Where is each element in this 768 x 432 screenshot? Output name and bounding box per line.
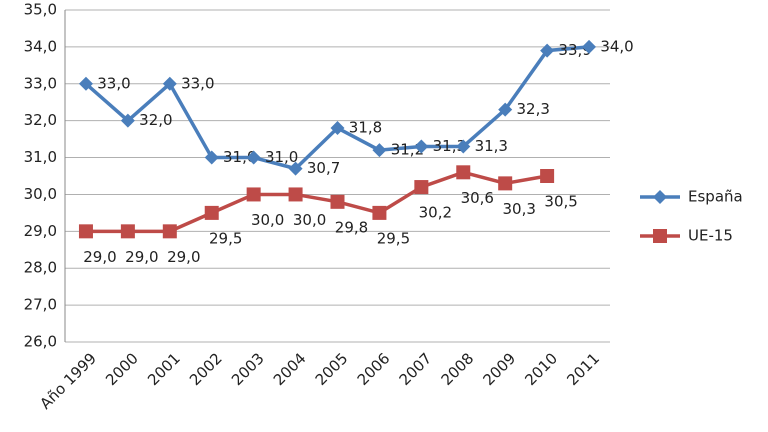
- point: [456, 139, 471, 154]
- point: [288, 187, 303, 202]
- point: [246, 187, 261, 202]
- value-label: 33,0: [181, 74, 214, 92]
- y-tick-label: 31,0: [24, 148, 57, 166]
- point: [330, 194, 345, 209]
- series-line: [84, 45, 590, 171]
- value-label: 31,8: [349, 119, 382, 137]
- value-label: 29,0: [125, 248, 158, 266]
- point: [540, 169, 555, 183]
- x-tick-label: 2010: [521, 349, 561, 389]
- point: [372, 143, 387, 158]
- point: [204, 150, 219, 165]
- y-tick-label: 33,0: [24, 74, 57, 92]
- value-label: 30,3: [502, 200, 535, 218]
- x-tick-label: 2006: [354, 349, 394, 389]
- y-tick-label: 28,0: [24, 259, 57, 277]
- x-tick-label: 2004: [270, 349, 310, 389]
- point: [372, 205, 387, 220]
- value-label: 32,3: [516, 100, 549, 118]
- point: [120, 113, 135, 128]
- value-label: 29,5: [209, 229, 242, 247]
- value-label: 29,5: [377, 229, 410, 247]
- x-tick-label: 2011: [563, 349, 603, 389]
- value-label: 29,0: [83, 248, 116, 266]
- point: [414, 139, 429, 154]
- y-tick-label: 27,0: [24, 296, 57, 314]
- x-tick-label: 2009: [479, 349, 519, 389]
- y-tick-label: 32,0: [24, 111, 57, 129]
- value-label: 30,6: [461, 189, 494, 207]
- point: [582, 39, 597, 54]
- value-label: 30,0: [251, 211, 284, 229]
- value-label: 31,3: [475, 137, 508, 155]
- value-label: 33,0: [97, 74, 130, 92]
- x-tick-label: 2002: [186, 349, 226, 389]
- point: [456, 165, 471, 180]
- value-label: 30,7: [307, 159, 340, 177]
- legend-label: España: [688, 188, 743, 206]
- point: [498, 176, 513, 191]
- point: [288, 161, 303, 176]
- x-tick-label: 2008: [438, 349, 478, 389]
- value-label: 30,5: [544, 193, 577, 211]
- value-label: 31,0: [265, 148, 298, 166]
- y-tick-label: 35,0: [24, 1, 57, 19]
- value-label: 30,0: [293, 211, 326, 229]
- point: [78, 224, 93, 239]
- point: [498, 102, 513, 117]
- value-label: 32,0: [139, 111, 172, 129]
- value-label: 31,3: [433, 137, 466, 155]
- x-tick-label: 2007: [396, 349, 436, 389]
- point: [540, 43, 555, 58]
- value-label: 29,8: [335, 218, 368, 236]
- x-tick-label: Año 1999: [36, 349, 100, 413]
- y-tick-label: 30,0: [24, 185, 57, 203]
- value-label: 29,0: [167, 248, 200, 266]
- x-tick-label: 2005: [312, 349, 352, 389]
- y-tick-label: 29,0: [24, 222, 57, 240]
- point: [414, 180, 429, 195]
- point: [330, 121, 345, 136]
- point: [162, 76, 177, 91]
- point: [162, 224, 177, 239]
- y-tick-label: 34,0: [24, 37, 57, 55]
- point: [653, 190, 667, 204]
- x-tick-label: 2000: [102, 349, 142, 389]
- y-tick-label: 26,0: [24, 333, 57, 351]
- value-label: 30,2: [419, 204, 452, 222]
- x-tick-label: 2001: [144, 349, 184, 389]
- point: [204, 205, 219, 220]
- value-label: 34,0: [600, 37, 633, 55]
- point: [120, 224, 135, 239]
- x-tick-label: 2003: [228, 349, 268, 389]
- point: [246, 150, 261, 165]
- legend-label: UE-15: [688, 227, 733, 245]
- point: [78, 76, 93, 91]
- point: [653, 229, 667, 243]
- value-label: 31,0: [223, 148, 256, 166]
